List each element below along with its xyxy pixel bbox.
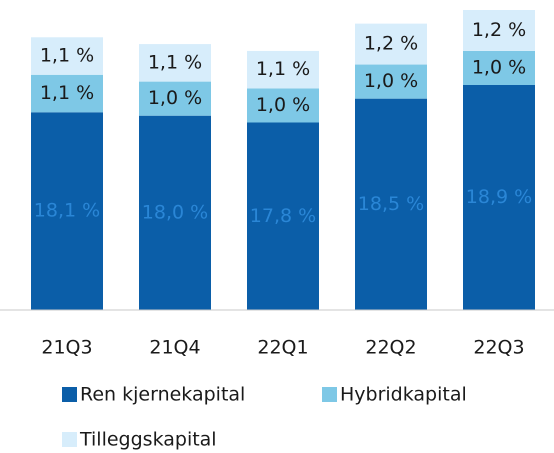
- bar-segment: [463, 50, 535, 85]
- data-label: 1,1 %: [148, 51, 202, 73]
- bar-segment: [463, 10, 535, 51]
- legend-swatch: [322, 387, 337, 402]
- bar-segment: [139, 44, 211, 82]
- data-label: 17,8 %: [250, 205, 316, 227]
- bar-segment: [355, 98, 427, 311]
- bar-segment: [139, 81, 211, 116]
- bar-segment: [247, 50, 319, 89]
- legend-label: Ren kjernekapital: [80, 384, 245, 406]
- bar-segment: [139, 115, 211, 310]
- data-label: 18,9 %: [466, 186, 532, 208]
- bar-segment: [463, 85, 535, 310]
- bar-segment: [247, 88, 319, 123]
- data-label: 1,2 %: [472, 19, 526, 41]
- data-label: 1,2 %: [364, 33, 418, 55]
- x-tick-label: 22Q2: [365, 337, 416, 359]
- data-label: 18,1 %: [34, 200, 100, 222]
- x-tick-label: 21Q3: [41, 337, 92, 359]
- bar-segment: [355, 23, 427, 65]
- bar-segment: [247, 122, 319, 310]
- x-tick-label: 21Q4: [149, 337, 200, 359]
- data-label: 1,1 %: [40, 45, 94, 67]
- data-label: 18,5 %: [358, 193, 424, 215]
- legend-swatch: [62, 387, 77, 402]
- bar-segment: [31, 37, 103, 75]
- legend-swatch: [62, 432, 77, 447]
- data-label: 1,0 %: [472, 56, 526, 78]
- legend-label: Hybridkapital: [340, 384, 467, 406]
- data-label: 18,0 %: [142, 201, 208, 223]
- data-label: 1,0 %: [256, 94, 310, 116]
- data-label: 1,0 %: [148, 87, 202, 109]
- legend-label: Tilleggskapital: [79, 429, 217, 451]
- bar-segment: [31, 74, 103, 113]
- bar-segment: [355, 64, 427, 99]
- data-label: 1,0 %: [364, 70, 418, 92]
- x-tick-label: 22Q1: [257, 337, 308, 359]
- bar-segment: [31, 112, 103, 310]
- data-label: 1,1 %: [40, 82, 94, 104]
- x-tick-label: 22Q3: [473, 337, 524, 359]
- data-label: 1,1 %: [256, 58, 310, 80]
